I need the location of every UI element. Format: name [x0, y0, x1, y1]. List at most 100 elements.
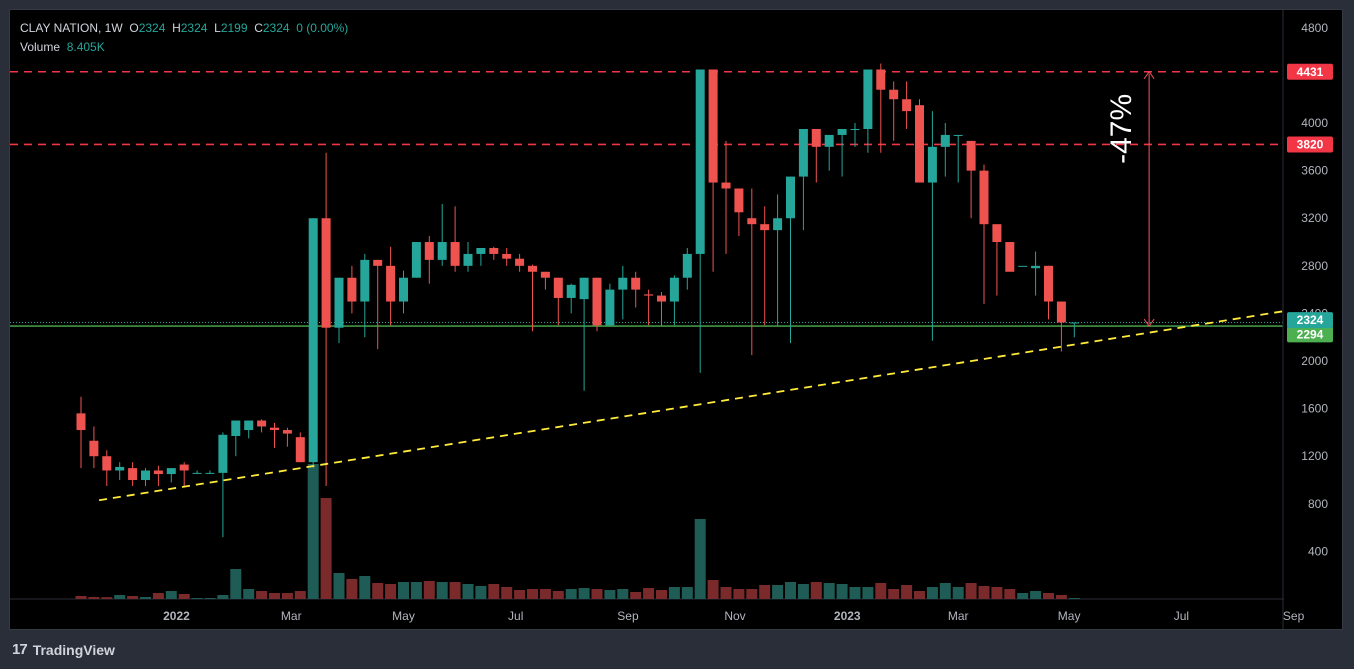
candle-body	[115, 466, 125, 471]
candle-body	[463, 253, 473, 266]
volume-bar	[501, 587, 513, 599]
resistance-price-tag: 4431	[1297, 65, 1324, 79]
volume-bar	[978, 586, 990, 599]
volume-bar	[514, 590, 526, 599]
volume-label: Volume	[20, 40, 61, 54]
candle-body	[902, 99, 912, 112]
x-tick-label: Sep	[617, 609, 639, 623]
high-label: H	[172, 21, 181, 35]
candle-body	[308, 218, 318, 463]
volume-bar	[823, 583, 835, 599]
x-tick-label: Sep	[1283, 609, 1305, 623]
volume-bar	[952, 587, 964, 599]
candle-body	[1005, 242, 1015, 272]
open-label: O	[129, 21, 139, 35]
candle-body	[553, 277, 563, 298]
candlestick-chart[interactable]: -47%400800120016002000240028003200360040…	[10, 10, 1343, 630]
volume-bar	[1068, 598, 1080, 599]
resistance-price-tag: 3820	[1297, 137, 1324, 151]
candle-body	[1044, 265, 1053, 302]
volume-bar	[1043, 593, 1054, 599]
volume-bar	[617, 589, 629, 599]
candle-body	[153, 470, 163, 475]
close-value: 2324	[262, 21, 290, 35]
candle-body	[515, 258, 525, 266]
chart-frame[interactable]: -47%400800120016002000240028003200360040…	[9, 9, 1343, 630]
candle-body	[192, 472, 202, 474]
candle-body	[824, 134, 834, 147]
x-tick-label: Jul	[1174, 609, 1189, 623]
resistance-price-tag-bg	[1287, 136, 1333, 153]
volume-bar	[449, 582, 461, 599]
symbol-label: CLAY NATION, 1W	[20, 21, 123, 35]
volume-bar	[1055, 595, 1067, 599]
volume-bar	[372, 583, 384, 599]
candle-body	[863, 69, 873, 129]
candle-body	[773, 218, 783, 231]
y-tick-label: 2000	[1301, 354, 1328, 368]
volume-value: 8.405K	[66, 40, 105, 54]
volume-bar	[681, 587, 693, 599]
candle-body	[837, 128, 847, 135]
candle-body	[927, 146, 937, 183]
last-price-tag: 2324	[1297, 313, 1324, 327]
candle-body	[992, 224, 1002, 243]
volume-bar	[410, 582, 422, 599]
volume-bar	[565, 589, 577, 599]
volume-bar	[849, 587, 861, 599]
x-tick-label: Mar	[281, 609, 302, 623]
volume-bar	[152, 593, 164, 599]
y-tick-label: 2800	[1301, 259, 1328, 273]
candle-body	[940, 134, 950, 147]
candle-body	[373, 259, 383, 266]
volume-bar	[385, 584, 397, 599]
volume-bar	[127, 596, 139, 599]
candle-body	[953, 134, 963, 136]
candle-body	[128, 468, 138, 481]
candle-body	[282, 430, 292, 434]
volume-bar	[101, 597, 113, 599]
candle-body	[179, 464, 189, 471]
volume-bar	[75, 596, 87, 599]
candle-body	[605, 289, 615, 326]
candle-body	[734, 188, 744, 213]
candle-body	[669, 277, 679, 302]
volume-bar	[875, 583, 887, 599]
y-tick-label: 1600	[1301, 402, 1328, 416]
candle-body	[618, 277, 628, 290]
volume-bar	[668, 587, 680, 599]
volume-bar	[178, 594, 190, 599]
support-price-tag: 2294	[1297, 327, 1324, 341]
low-label: L	[214, 21, 221, 35]
x-tick-label: Jul	[508, 609, 523, 623]
volume-bar	[939, 583, 951, 599]
candle-body	[360, 259, 370, 302]
tradingview-brand[interactable]: 17 TradingView	[12, 641, 115, 658]
candle-body	[528, 265, 537, 272]
volume-bar	[269, 593, 280, 599]
volume-bar	[436, 582, 448, 599]
ohlc-legend: CLAY NATION, 1W O2324 H2324 L2199 C2324 …	[20, 21, 348, 35]
volume-bar	[836, 584, 848, 599]
volume-bar	[140, 597, 151, 599]
volume-bar	[630, 592, 642, 599]
y-tick-label: 4800	[1301, 21, 1328, 35]
arrow-head-down-icon	[1143, 318, 1155, 327]
candle-body	[166, 468, 176, 475]
volume-legend: Volume 8.405K	[20, 40, 105, 54]
candle-body	[76, 413, 86, 431]
volume-bar	[230, 569, 242, 599]
y-tick-label: 400	[1308, 544, 1328, 558]
candle-body	[889, 89, 899, 100]
support-price-tag-bg	[1287, 326, 1333, 343]
percent-change-label: -47%	[1105, 94, 1138, 164]
y-tick-label: 800	[1308, 497, 1328, 511]
candle-body	[399, 277, 408, 302]
volume-bar	[591, 589, 603, 599]
candle-body	[695, 69, 705, 254]
candle-body	[1069, 322, 1079, 324]
volume-bar	[759, 585, 771, 599]
high-value: 2324	[180, 21, 208, 35]
volume-bar	[191, 598, 203, 599]
candle-body	[231, 420, 241, 436]
